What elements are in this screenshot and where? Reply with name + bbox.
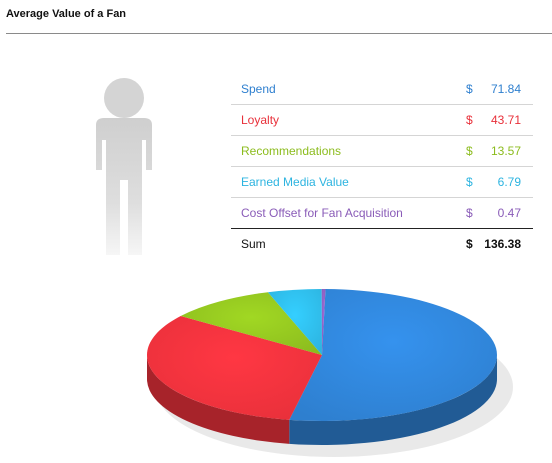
row-currency: $ xyxy=(466,175,473,189)
pie-slice-earned-media-value xyxy=(267,289,322,355)
table-row: Loyalty $ 43.71 xyxy=(231,105,533,136)
table-row: Earned Media Value $ 6.79 xyxy=(231,167,533,198)
row-value: 13.57 xyxy=(490,144,521,158)
sum-value: 136.38 xyxy=(484,237,521,251)
row-label: Loyalty xyxy=(241,113,280,127)
row-currency: $ xyxy=(466,113,473,127)
title-divider xyxy=(6,33,552,34)
row-label: Recommendations xyxy=(241,144,342,158)
pie-slice-spend xyxy=(289,289,498,421)
page-title: Average Value of a Fan xyxy=(6,8,127,20)
table-row: Cost Offset for Fan Acquisition $ 0.47 xyxy=(231,198,533,229)
pie-shadow xyxy=(155,317,513,457)
row-value: 43.71 xyxy=(490,113,521,127)
table-row: Recommendations $ 13.57 xyxy=(231,136,533,167)
row-value: 0.47 xyxy=(497,206,521,220)
sum-row: Sum $ 136.38 xyxy=(231,228,533,259)
sum-label: Sum xyxy=(241,237,266,251)
pie-slice-side xyxy=(147,355,290,444)
value-table: Spend $ 71.84 Loyalty $ 43.71 Recommenda… xyxy=(231,74,533,259)
row-currency: $ xyxy=(466,144,473,158)
row-value: 6.79 xyxy=(497,175,521,189)
row-currency: $ xyxy=(466,206,473,220)
row-label: Cost Offset for Fan Acquisition xyxy=(241,206,403,220)
pie-slice-loyalty xyxy=(146,316,322,420)
row-currency: $ xyxy=(466,82,473,96)
pie-slice-cost-offset-for-fan-acquisition xyxy=(321,289,326,355)
pie-slice-side xyxy=(289,355,497,445)
row-label: Earned Media Value xyxy=(241,175,349,189)
sum-currency: $ xyxy=(466,237,473,251)
table-row: Spend $ 71.84 xyxy=(231,74,533,105)
person-silhouette-icon xyxy=(68,70,208,310)
row-value: 71.84 xyxy=(490,82,521,96)
row-label: Spend xyxy=(241,82,276,96)
